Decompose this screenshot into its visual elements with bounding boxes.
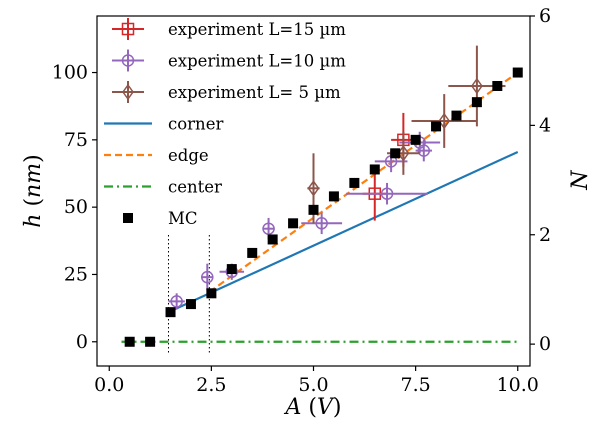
mc-point [288,218,299,229]
errorbar-marker [438,112,451,130]
legend-item: center [104,178,222,197]
mc-point [206,288,217,299]
y-tick-label: 25 [64,263,88,285]
mc-point [124,336,135,347]
y2-tick-label: 0 [539,333,551,355]
legend-label: experiment L= 5 µm [168,83,341,102]
errorbar-point [201,263,214,291]
mc-point [328,191,339,202]
mc-point [145,336,156,347]
y2-tick-label: 2 [539,224,551,246]
y-tick-label: 0 [76,331,88,353]
mc-point [512,67,523,78]
errorbar-marker [315,217,328,230]
errorbar-point [411,94,477,148]
legend-label: experiment L=15 µm [168,20,346,39]
mc-point [390,148,401,159]
errorbar-point [168,293,185,310]
mc-point [308,204,319,215]
mc-point [369,164,380,175]
mc-point [185,299,196,310]
legend-marker [121,54,135,67]
legend-label: center [168,178,222,197]
x-tick-label: 0.0 [94,374,124,396]
errorbar-marker [201,270,214,284]
legend-label: experiment L=10 µm [168,52,346,71]
legend-item: MC [123,209,198,228]
legend-label: MC [168,209,198,228]
errorbar-marker [307,180,320,197]
x-tick-label: 7.5 [401,374,431,396]
series-line-corner [168,150,519,314]
legend-item: experiment L= 5 µm [112,81,341,103]
errorbar-point [301,212,343,235]
legend-marker [123,213,133,223]
y-axis-label: h (nm) [21,154,46,227]
plot-layer [121,45,523,353]
errorbar-point [346,182,428,205]
x-tick-label: 2.5 [196,374,226,396]
x-axis-label: A (V) [284,395,342,420]
series-line-edge [208,71,519,293]
y2-tick-label: 6 [539,5,551,27]
legend-item: experiment L=15 µm [112,18,346,40]
mc-point [226,264,237,275]
mc-point [471,97,482,108]
mc-point [349,177,360,188]
mc-point [451,110,462,121]
x-tick-label: 10.0 [497,374,539,396]
legend-item: corner [104,115,223,134]
legend-marker [122,83,134,101]
x-tick-label: 5.0 [298,374,328,396]
y-tick-label: 75 [64,129,88,151]
legend-layer: experiment L=15 µm experiment L=10 µm expe… [104,18,346,228]
mc-point [492,81,503,91]
y-tick-label: 100 [52,62,88,84]
legend-label: edge [168,146,209,165]
y2-tick-label: 4 [539,114,551,136]
y2-axis-label: N [568,170,593,191]
errorbar-marker [470,77,483,95]
mc-point [431,121,442,132]
mc-point [410,134,421,145]
mc-point [267,234,278,245]
legend-item: experiment L=10 µm [112,49,346,72]
legend-marker [121,22,135,36]
legend-item: edge [104,146,209,165]
errorbar-marker [380,187,394,200]
mc-point [247,247,258,258]
errorbar-marker [170,295,183,308]
y-tick-label: 50 [64,196,88,218]
legend-label: corner [168,115,223,134]
mc-point [165,307,176,318]
errorbar-marker [262,222,275,235]
